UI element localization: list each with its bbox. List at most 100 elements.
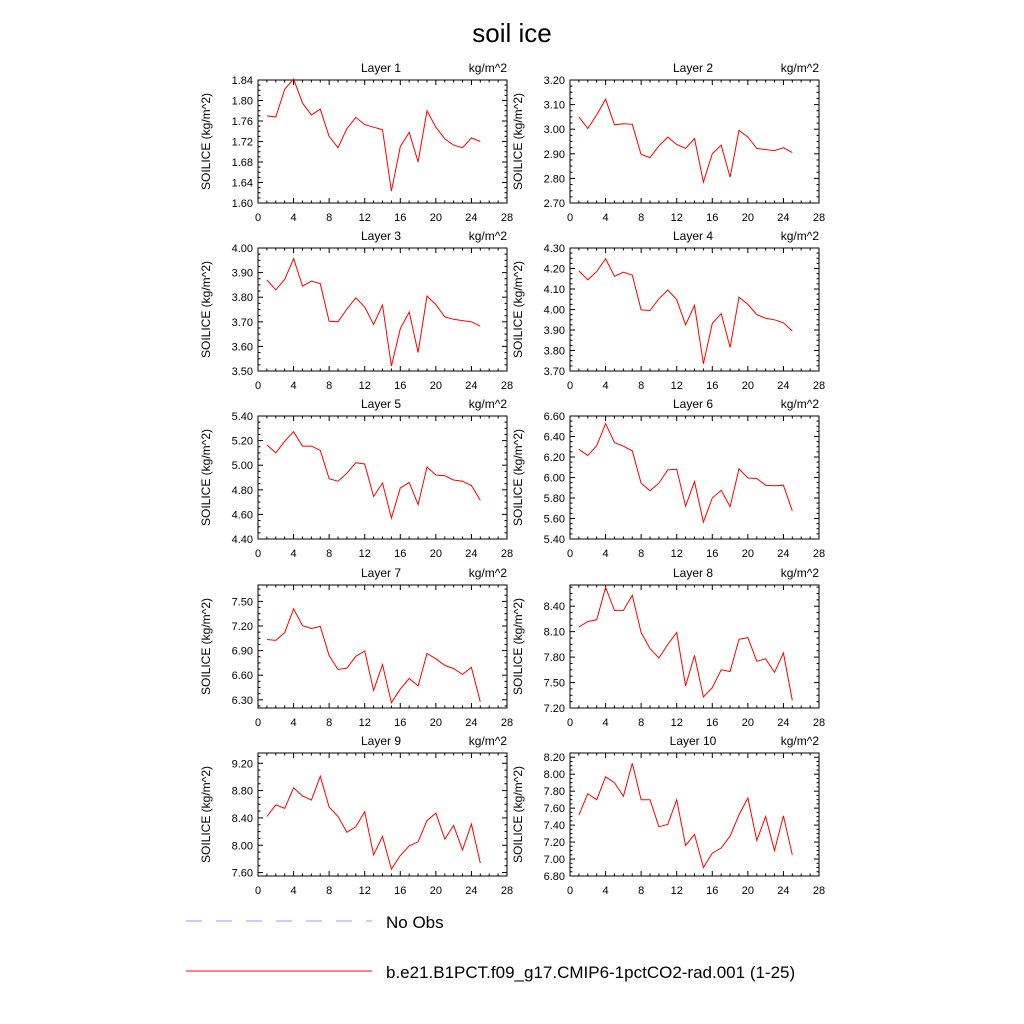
y-tick-label: 5.60 [544, 514, 565, 526]
x-tick-label: 24 [465, 548, 477, 560]
y-tick-label: 8.00 [232, 840, 253, 852]
x-tick-label: 12 [671, 548, 683, 560]
x-tick-label: 16 [706, 212, 718, 224]
x-tick-label: 12 [359, 717, 371, 729]
y-tick-label: 6.00 [544, 473, 565, 485]
y-tick-label: 3.50 [232, 366, 253, 378]
y-tick-label: 8.20 [544, 752, 565, 764]
series-line [266, 78, 481, 192]
panel-units: kg/m^2 [469, 566, 508, 580]
figure-title: soil ice [472, 18, 551, 48]
panel-units: kg/m^2 [469, 229, 508, 243]
plot-frame [257, 79, 508, 204]
y-tick-label: 8.10 [544, 627, 565, 639]
x-tick-label: 0 [255, 380, 261, 392]
x-tick-label: 8 [638, 717, 644, 729]
x-tick-label: 24 [777, 885, 789, 897]
y-tick-label: 5.40 [544, 534, 565, 546]
panel-title: Layer 8 [673, 566, 713, 580]
x-tick-label: 20 [742, 212, 754, 224]
panels: 0 4 8 12 16 20 24 28 1.60 1.64 1.68 1.72 1.76 1.80 1.8… [199, 61, 825, 897]
series-line [578, 257, 793, 364]
x-tick-label: 0 [567, 548, 573, 560]
panel-units: kg/m^2 [469, 61, 508, 75]
x-tick-label: 16 [394, 885, 406, 897]
y-tick-label: 7.40 [544, 820, 565, 832]
y-axis-label: SOILICE (kg/m^2) [511, 93, 525, 190]
x-tick-label: 24 [465, 717, 477, 729]
x-tick-label: 8 [638, 212, 644, 224]
x-tick-label: 8 [326, 717, 332, 729]
y-tick-label: 6.60 [232, 670, 253, 682]
y-tick-label: 7.20 [544, 703, 565, 715]
y-tick-label: 7.00 [544, 854, 565, 866]
y-tick-label: 4.40 [232, 534, 253, 546]
x-tick-label: 20 [742, 717, 754, 729]
panel-units: kg/m^2 [781, 734, 820, 748]
panel-title: Layer 5 [361, 397, 401, 411]
y-axis-label: SOILICE (kg/m^2) [511, 766, 525, 863]
y-tick-label: 2.70 [544, 198, 565, 210]
x-tick-label: 4 [291, 212, 297, 224]
x-tick-label: 16 [706, 380, 718, 392]
x-tick-label: 12 [359, 548, 371, 560]
y-tick-label: 6.20 [544, 452, 565, 464]
x-tick-label: 16 [706, 548, 718, 560]
panel-title: Layer 6 [673, 397, 713, 411]
x-tick-label: 8 [326, 885, 332, 897]
y-tick-label: 3.80 [544, 346, 565, 358]
series-line [266, 430, 481, 520]
x-tick-label: 16 [706, 885, 718, 897]
panel-units: kg/m^2 [469, 734, 508, 748]
series-line [578, 422, 793, 524]
y-tick-label: 3.00 [544, 124, 565, 136]
y-tick-label: 7.50 [232, 596, 253, 608]
x-tick-label: 0 [567, 717, 573, 729]
panel-layer-5: 0 4 8 12 16 20 24 28 4.40 4.60 4.80 5.00 5.20 5.40 Lay… [199, 397, 513, 560]
x-tick-label: 4 [603, 885, 609, 897]
x-tick-label: 4 [603, 548, 609, 560]
x-tick-label: 12 [671, 885, 683, 897]
y-axis-label: SOILICE (kg/m^2) [511, 261, 525, 358]
x-tick-label: 4 [603, 380, 609, 392]
y-tick-label: 1.68 [232, 157, 253, 169]
x-tick-label: 0 [255, 212, 261, 224]
panel-layer-4: 0 4 8 12 16 20 24 28 3.70 3.80 3.90 4.00 4.10 4.20 4.3… [511, 229, 825, 392]
x-tick-label: 16 [394, 548, 406, 560]
y-tick-label: 7.50 [544, 678, 565, 690]
y-tick-label: 3.70 [232, 317, 253, 329]
y-axis-label: SOILICE (kg/m^2) [199, 261, 213, 358]
legend-model-label: b.e21.B1PCT.f09_g17.CMIP6-1pctCO2-rad.00… [386, 963, 795, 982]
x-tick-label: 8 [638, 885, 644, 897]
x-tick-label: 28 [501, 717, 513, 729]
y-tick-label: 1.60 [232, 198, 253, 210]
y-tick-label: 2.90 [544, 149, 565, 161]
y-tick-label: 4.20 [544, 264, 565, 276]
panel-layer-7: 0 4 8 12 16 20 24 28 6.30 6.60 6.90 7.20 7.50 Layer 7… [199, 566, 513, 729]
x-tick-label: 20 [430, 548, 442, 560]
x-tick-label: 20 [430, 212, 442, 224]
y-tick-label: 4.80 [232, 485, 253, 497]
y-tick-label: 4.10 [544, 284, 565, 296]
panel-units: kg/m^2 [781, 61, 820, 75]
x-tick-label: 24 [465, 885, 477, 897]
y-axis-label: SOILICE (kg/m^2) [511, 429, 525, 526]
y-tick-label: 7.20 [544, 837, 565, 849]
series-line [578, 763, 793, 869]
panel-layer-2: 0 4 8 12 16 20 24 28 2.70 2.80 2.90 3.00 3.10 3.20 Lay… [511, 61, 825, 224]
y-tick-label: 4.00 [544, 305, 565, 317]
x-tick-label: 0 [567, 212, 573, 224]
y-axis-label: SOILICE (kg/m^2) [199, 766, 213, 863]
x-tick-label: 28 [813, 212, 825, 224]
y-tick-label: 3.60 [232, 341, 253, 353]
panel-title: Layer 10 [670, 734, 717, 748]
y-tick-label: 4.30 [544, 243, 565, 255]
panel-layer-8: 0 4 8 12 16 20 24 28 7.20 7.50 7.80 8.10 8.40 Layer 8… [511, 566, 825, 729]
panel-title: Layer 2 [673, 61, 713, 75]
panel-layer-10: 0 4 8 12 16 20 24 28 6.80 7.00 7.20 7.40 7.60 7.80 8.0… [511, 734, 825, 897]
x-tick-label: 20 [742, 548, 754, 560]
x-tick-label: 24 [465, 212, 477, 224]
x-tick-label: 0 [567, 380, 573, 392]
x-tick-label: 28 [813, 548, 825, 560]
